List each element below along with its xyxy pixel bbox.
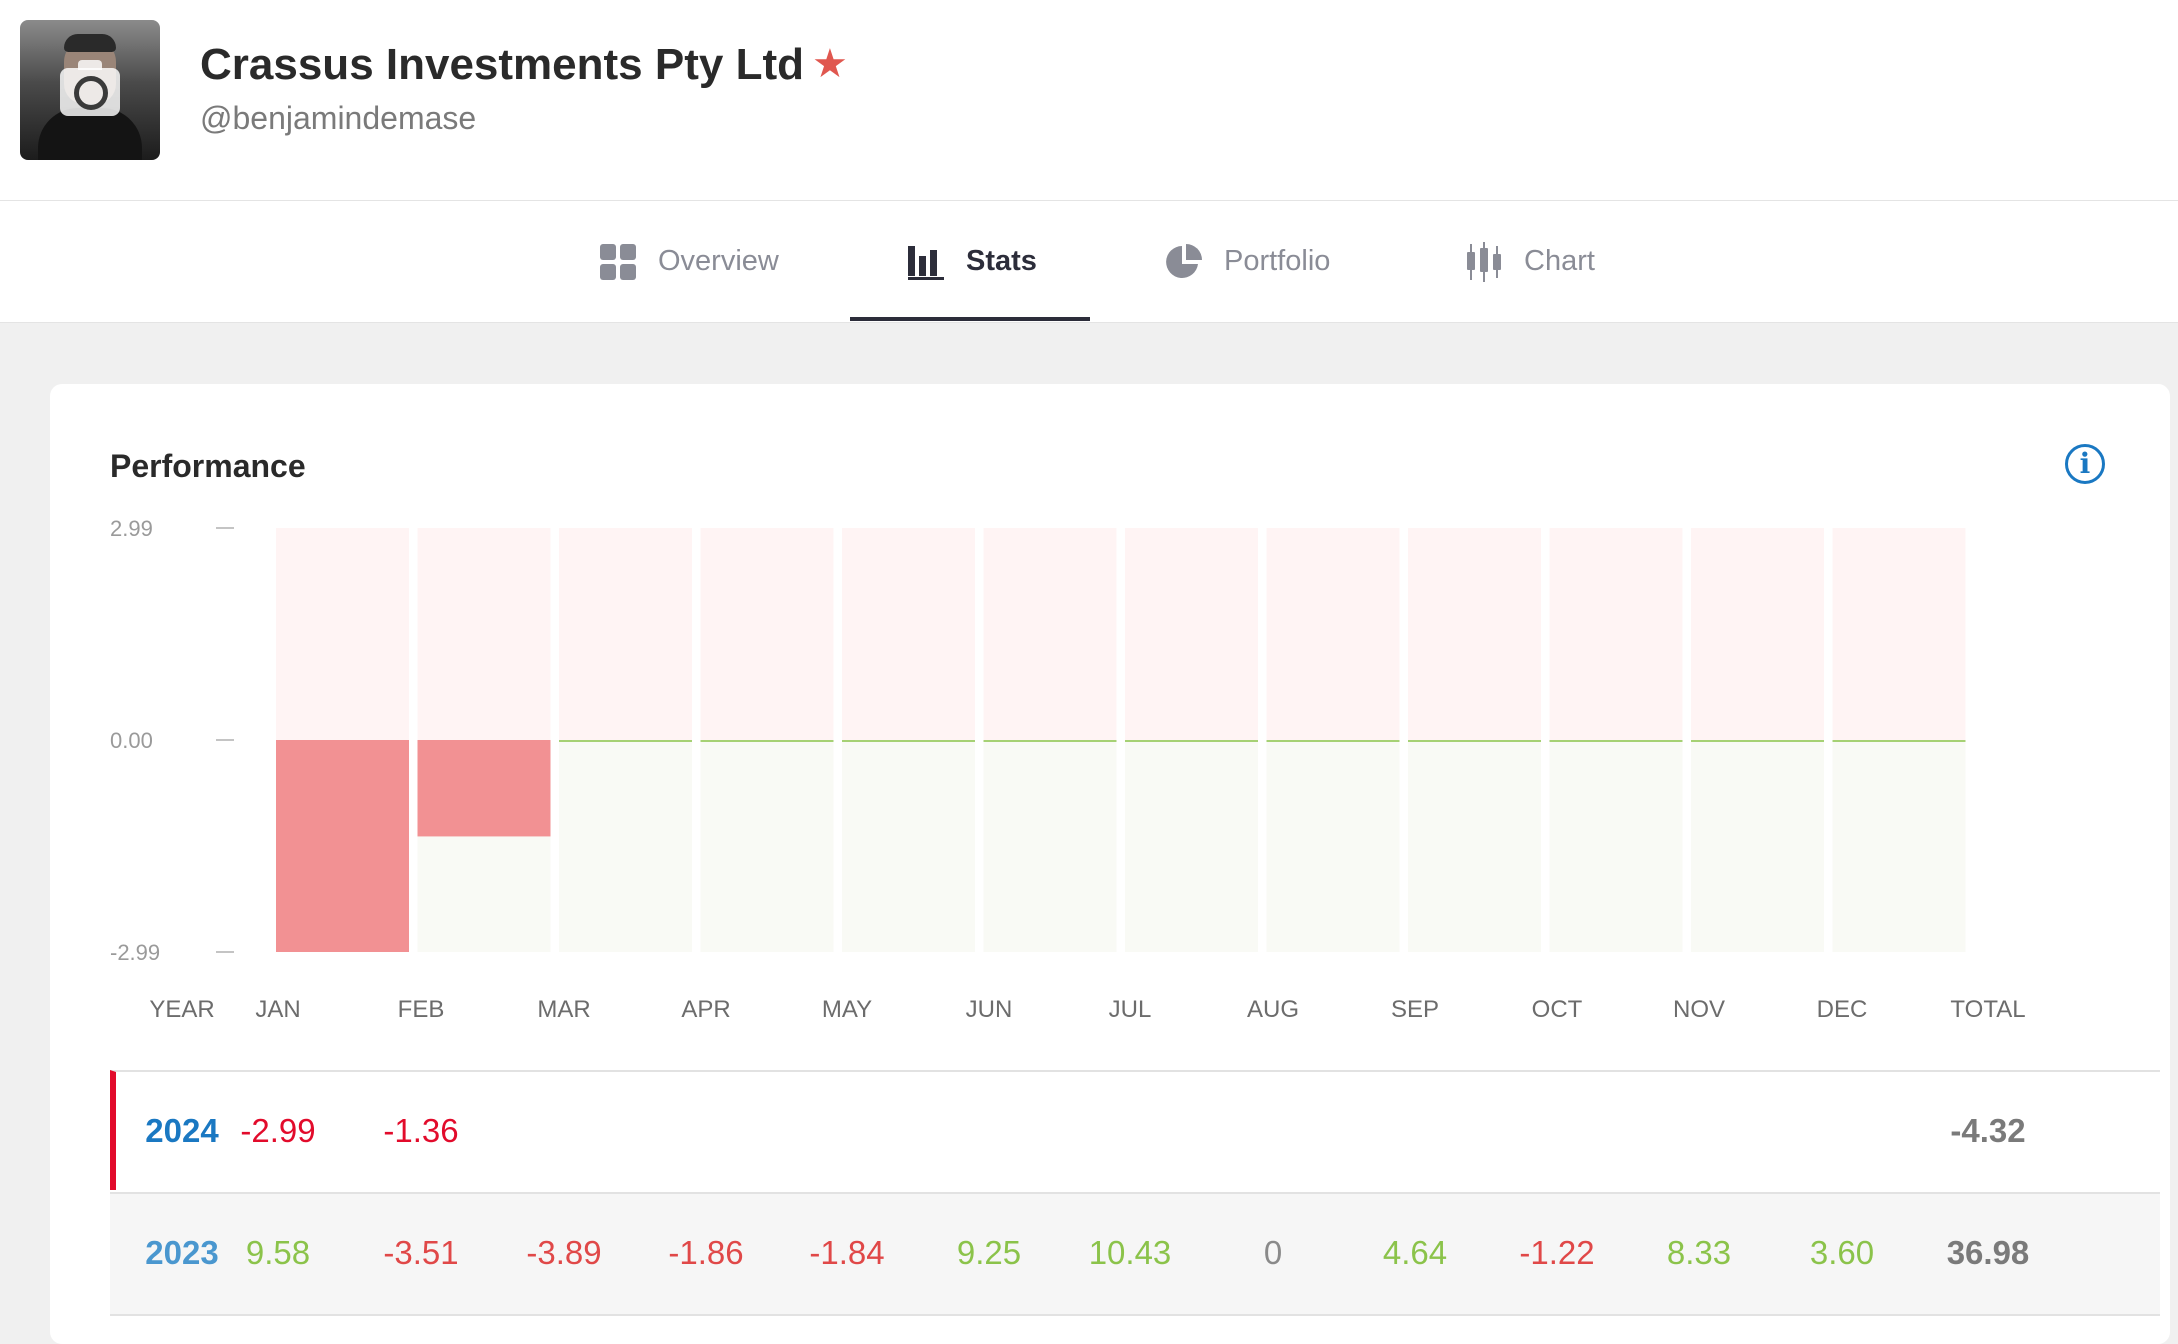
- bar-bg-lower: [842, 740, 975, 952]
- performance-card: Performance i 2.99 0.00 -2.99 YEAR JAN FEB MA…: [50, 384, 2170, 1344]
- month-value: 0: [1263, 1234, 1283, 1271]
- month-value: -2.99: [240, 1112, 316, 1149]
- bar-feb: [417, 740, 551, 837]
- year-label: 2023: [145, 1234, 219, 1271]
- camera-lens: [74, 76, 108, 110]
- month-value: 8.33: [1666, 1234, 1732, 1271]
- column-header-dec: DEC: [1816, 996, 1868, 1023]
- bar-bg-lower: [700, 740, 834, 952]
- camera-icon[interactable]: [60, 60, 120, 116]
- month-value: 3.60: [1809, 1234, 1875, 1271]
- bar-bg-upper: [983, 528, 1117, 740]
- active-tab-indicator: [850, 317, 1090, 321]
- month-value: -1.36: [383, 1112, 459, 1149]
- bar-jan: [276, 740, 409, 952]
- row-total: 36.98: [1946, 1234, 2030, 1271]
- table-row-2024[interactable]: 2024 -2.99 -1.36 -4.32: [110, 1070, 2160, 1190]
- bar-bg-upper: [700, 528, 834, 740]
- month-value: 9.58: [245, 1234, 311, 1271]
- avatar-shirt: [38, 108, 142, 160]
- month-value: -1.86: [668, 1234, 744, 1271]
- column-header-total: TOTAL: [1950, 996, 2026, 1023]
- bar-bg-upper: [1408, 528, 1541, 740]
- candlestick-icon: [1464, 241, 1504, 282]
- tab-chart-label: Chart: [1524, 245, 1595, 277]
- bar-bg-upper: [417, 528, 551, 740]
- bar-bg-lower: [983, 740, 1117, 952]
- grid-icon: [598, 242, 638, 282]
- tab-overview-label: Overview: [658, 245, 779, 277]
- star-icon[interactable]: ★: [812, 42, 848, 86]
- month-header-row: YEAR JAN FEB MAR APR MAY JUN JUL AUG SEP OCT NOV DEC…: [110, 996, 2160, 1036]
- bar-bg-lower: [1691, 740, 1824, 952]
- bar-bg-lower: [1832, 740, 1966, 952]
- column-header-jun: JUN: [965, 996, 1013, 1023]
- y-tick-label: 2.99: [110, 516, 153, 541]
- avatar-hair: [64, 34, 116, 52]
- month-value: 10.43: [1088, 1234, 1172, 1271]
- bar-bg-upper: [1832, 528, 1966, 740]
- bar-chart-icon: [906, 242, 946, 282]
- tab-overview[interactable]: Overview: [598, 201, 779, 322]
- column-header-feb: FEB: [397, 996, 445, 1023]
- month-value: 4.64: [1382, 1234, 1448, 1271]
- camera-bump: [78, 60, 102, 70]
- month-value: -3.89: [526, 1234, 602, 1271]
- bar-bg-upper: [276, 528, 409, 740]
- bar-bg-upper: [559, 528, 692, 740]
- bar-bg-upper: [1266, 528, 1400, 740]
- column-header-year: YEAR: [149, 996, 215, 1023]
- info-icon[interactable]: i: [2065, 444, 2105, 484]
- profile-handle: @benjamindemase: [200, 100, 477, 136]
- profile-name: Crassus Investments Pty Ltd: [200, 40, 804, 89]
- table-row-2023[interactable]: 2023 9.58 -3.51 -3.89 -1.86 -1.84 9.25 10.43 0 4.…: [110, 1192, 2160, 1316]
- column-header-nov: NOV: [1672, 996, 1726, 1023]
- column-header-apr: APR: [681, 996, 731, 1023]
- pie-chart-icon: [1164, 242, 1204, 282]
- year-label: 2024: [145, 1112, 219, 1149]
- row-total: -4.32: [1950, 1112, 2026, 1149]
- column-header-sep: SEP: [1390, 996, 1440, 1023]
- bar-bg-lower: [1408, 740, 1541, 952]
- column-header-oct: OCT: [1531, 996, 1583, 1023]
- month-value: -1.84: [809, 1234, 885, 1271]
- bar-bg-upper: [1125, 528, 1258, 740]
- column-header-may: MAY: [821, 996, 873, 1023]
- y-tick-label: 0.00: [110, 728, 153, 753]
- column-header-aug: AUG: [1246, 996, 1300, 1023]
- column-header-jul: JUL: [1108, 996, 1152, 1023]
- bar-bg-lower: [1549, 740, 1683, 952]
- bar-bg-upper: [1691, 528, 1824, 740]
- tab-stats-label: Stats: [966, 245, 1037, 277]
- month-value: -1.22: [1519, 1234, 1595, 1271]
- month-value: -3.51: [383, 1234, 459, 1271]
- bar-bg-lower: [1125, 740, 1258, 952]
- y-tick-label: -2.99: [110, 940, 160, 965]
- tab-portfolio[interactable]: Portfolio: [1164, 201, 1330, 322]
- column-header-mar: MAR: [537, 996, 591, 1023]
- bar-bg-lower: [559, 740, 692, 952]
- profile-header: Crassus Investments Pty Ltd ★ @benjamind…: [0, 0, 2178, 201]
- avatar[interactable]: [20, 20, 160, 160]
- column-header-jan: JAN: [255, 996, 301, 1023]
- bar-bg-lower: [1266, 740, 1400, 952]
- tab-bar: Overview Stats Portfolio: [0, 201, 2178, 323]
- bar-bg-upper: [842, 528, 975, 740]
- tab-chart[interactable]: Chart: [1464, 201, 1595, 322]
- bar-bg-upper: [1549, 528, 1683, 740]
- tab-portfolio-label: Portfolio: [1224, 245, 1331, 277]
- performance-chart: 2.99 0.00 -2.99: [110, 516, 1966, 965]
- performance-title: Performance: [110, 448, 306, 484]
- month-value: 9.25: [956, 1234, 1022, 1271]
- tab-stats[interactable]: Stats: [906, 201, 1037, 322]
